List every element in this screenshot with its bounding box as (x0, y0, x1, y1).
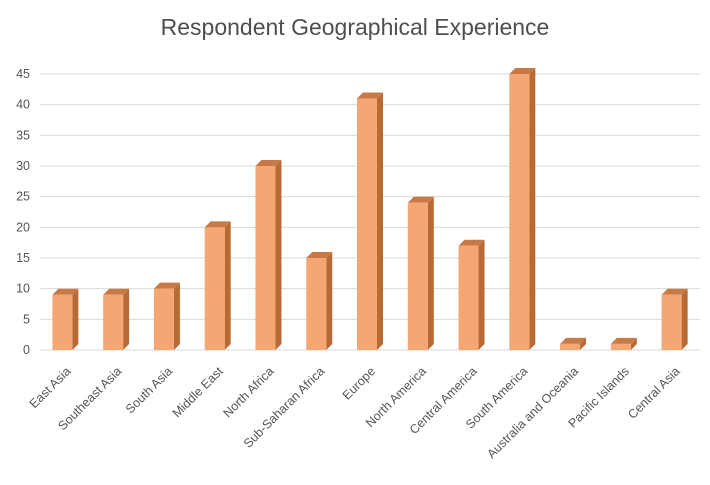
x-category-label: Europe (340, 364, 378, 402)
x-category-label: Central Asia (625, 364, 683, 422)
bar-front (560, 343, 581, 350)
bar-middle-east (204, 221, 231, 350)
bar-east-asia (52, 288, 79, 350)
bar-front (661, 294, 682, 350)
bar-top (153, 282, 180, 289)
bar-front (458, 245, 479, 350)
bar-side (72, 288, 79, 350)
bar-front (103, 294, 124, 350)
bar-top (407, 196, 434, 203)
x-category-label: North Africa (221, 364, 277, 420)
bar-top (560, 337, 587, 344)
bar-side (580, 337, 587, 350)
bar-front (407, 202, 428, 350)
y-tick-label: 20 (16, 220, 30, 234)
bar-north-america (407, 196, 434, 350)
bar-side (630, 337, 637, 350)
bar-pacific-islands (610, 337, 637, 350)
bar-top (103, 288, 130, 295)
bar-southeast-asia (103, 288, 130, 350)
bar-top (509, 68, 536, 74)
x-category-label: Australia and Oceania (484, 364, 581, 461)
bar-central-asia (661, 288, 688, 350)
bar-south-america (509, 68, 536, 350)
bar-side (427, 196, 434, 350)
bar-europe (357, 92, 383, 351)
bar-front (52, 294, 73, 350)
bar-central-america (458, 239, 485, 350)
x-category-label: Middle East (170, 364, 226, 420)
bars (52, 68, 688, 351)
x-category-label: East Asia (27, 364, 74, 411)
y-tick-label: 40 (16, 98, 30, 112)
bar-front (357, 98, 377, 351)
y-tick-label: 45 (16, 67, 30, 81)
y-axis-ticks: 0 5 10 15 20 25 30 35 40 45 (16, 67, 30, 357)
bar-top (52, 288, 79, 295)
bar-front (306, 258, 327, 350)
bar-side (529, 68, 536, 350)
y-tick-label: 0 (23, 343, 30, 357)
y-tick-label: 10 (16, 282, 30, 296)
bar-side (123, 288, 130, 350)
bar-side (224, 221, 231, 350)
chart-title: Respondent Geographical Experience (160, 14, 550, 40)
bar-top (458, 239, 485, 246)
bar-top (661, 288, 688, 295)
bar-side (377, 92, 383, 351)
bar-top (610, 337, 637, 344)
bar-front (610, 343, 631, 350)
bar-front (204, 227, 225, 350)
bar-top (306, 252, 333, 258)
bar-top (357, 92, 383, 99)
y-tick-label: 30 (16, 159, 30, 173)
bar-north-africa (255, 160, 282, 350)
bar-front (509, 74, 530, 350)
bar-side (275, 160, 282, 350)
bar-sub-saharan-africa (306, 252, 333, 350)
x-category-label: South Asia (123, 364, 175, 416)
bar-side (326, 252, 333, 350)
bar-side (173, 282, 180, 350)
y-tick-label: 5 (23, 312, 30, 326)
bar-side (478, 239, 485, 350)
y-tick-label: 15 (16, 251, 30, 265)
bar-south-asia (153, 282, 180, 350)
bar-top (204, 221, 231, 228)
bar-australia-and-oceania (560, 337, 587, 350)
bar-top (255, 160, 282, 166)
bar-front (153, 288, 174, 350)
y-tick-label: 25 (16, 190, 30, 204)
bar-side (681, 288, 688, 350)
y-tick-label: 35 (16, 128, 30, 142)
bar-front (255, 166, 276, 350)
